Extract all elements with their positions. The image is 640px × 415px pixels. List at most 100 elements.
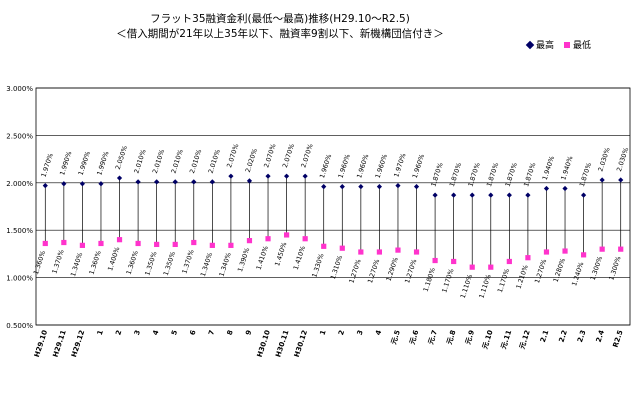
x-tick-label: 3: [356, 329, 365, 336]
x-tick-label: 8: [226, 329, 235, 336]
min-data-label: 1.410%: [255, 245, 270, 271]
max-point: [432, 192, 438, 198]
max-point: [265, 173, 271, 179]
min-point: [432, 257, 438, 264]
max-data-label: 1.870%: [578, 162, 593, 188]
legend-item-max: 最高: [525, 38, 555, 51]
max-point: [580, 192, 587, 198]
x-tick-label: R2.5: [612, 329, 625, 349]
min-point: [358, 249, 364, 255]
y-tick-label: 2.000%: [6, 180, 33, 188]
x-tick-label: 元.10: [481, 329, 495, 350]
min-data-label: 1.110%: [477, 273, 492, 299]
max-data-label: 2.020%: [244, 147, 259, 173]
x-tick-label: 4: [374, 329, 383, 336]
max-data-label: 2.030%: [596, 147, 611, 173]
min-data-label: 1.270%: [347, 258, 362, 284]
min-point: [209, 242, 215, 248]
min-point: [469, 264, 475, 270]
x-tick-label: 2.1: [539, 329, 550, 343]
chart-title-block: フラット35融資金利(最低～最高)推移(H29.10～R2.5) ＜借入期間が2…: [0, 12, 560, 42]
min-point: [599, 246, 605, 252]
max-data-label: 2.010%: [207, 148, 222, 174]
max-point: [228, 173, 234, 179]
max-point: [172, 179, 178, 185]
min-data-label: 1.270%: [533, 258, 548, 284]
y-tick-label: 2.500%: [6, 132, 33, 140]
max-data-label: 2.070%: [225, 143, 240, 169]
x-tick-label: H29.12: [70, 329, 86, 358]
min-data-label: 1.270%: [403, 258, 418, 284]
max-point: [543, 185, 550, 192]
min-data-label: 1.360%: [125, 250, 140, 276]
min-point: [618, 246, 624, 252]
min-data-label: 1.290%: [385, 256, 400, 282]
max-point: [246, 178, 253, 184]
max-data-label: 1.970%: [392, 152, 407, 178]
max-point: [413, 183, 420, 190]
min-point: [321, 243, 327, 249]
min-point: [302, 236, 308, 242]
x-tick-label: 5: [170, 329, 179, 336]
max-point: [451, 192, 457, 198]
x-tick-label: H30.12: [293, 329, 309, 358]
legend-label-max: 最高: [536, 41, 555, 51]
min-data-label: 1.340%: [218, 252, 233, 278]
legend-item-min: 最低: [564, 38, 591, 51]
x-tick-label: H29.10: [33, 329, 49, 358]
x-tick-label: 元.11: [500, 329, 514, 350]
x-tick-label: 9: [244, 329, 253, 336]
max-point: [562, 185, 568, 192]
min-point: [116, 237, 123, 243]
max-point: [135, 179, 141, 185]
x-tick-label: 7: [207, 329, 216, 336]
max-data-label: 1.960%: [337, 153, 352, 179]
x-tick-label: H30.11: [274, 329, 290, 358]
min-data-label: 1.110%: [459, 273, 474, 299]
max-data-label: 1.870%: [485, 162, 500, 188]
min-data-label: 1.170%: [496, 268, 511, 294]
max-data-label: 1.870%: [448, 162, 463, 188]
min-data-label: 1.310%: [329, 254, 344, 280]
max-data-label: 1.970%: [40, 152, 55, 178]
min-point: [135, 240, 141, 247]
min-point: [228, 242, 234, 248]
min-point: [246, 238, 253, 244]
min-point: [339, 245, 345, 251]
max-data-label: 1.960%: [355, 153, 370, 179]
x-tick-label: 元.6: [408, 329, 420, 345]
max-point: [599, 177, 605, 183]
min-data-label: 1.370%: [50, 249, 65, 275]
max-point: [79, 181, 86, 187]
x-tick-label: H30.10: [256, 329, 272, 358]
min-point: [580, 252, 587, 258]
max-point: [358, 183, 364, 190]
y-tick-label: 1.000%: [6, 275, 33, 283]
min-point: [283, 232, 290, 238]
min-point: [451, 258, 457, 265]
max-data-label: 2.030%: [615, 147, 630, 173]
x-tick-label: 2.4: [595, 329, 606, 343]
x-tick-label: 元.5: [390, 329, 402, 345]
y-tick-label: 0.500%: [6, 322, 33, 330]
min-data-label: 1.450%: [273, 241, 288, 267]
x-tick-label: 2.3: [576, 329, 587, 343]
max-data-label: 2.070%: [299, 143, 314, 169]
chart-subtitle: ＜借入期間が21年以上35年以下、融資率9割以下、新機構団信付き＞: [116, 28, 444, 40]
min-point: [506, 258, 512, 265]
min-data-label: 1.340%: [199, 252, 214, 278]
max-point: [154, 179, 160, 185]
x-tick-label: 1: [96, 329, 105, 336]
min-data-label: 1.180%: [422, 267, 437, 293]
legend: 最高 最低: [525, 38, 591, 51]
max-point: [191, 179, 197, 185]
max-data-label: 2.070%: [281, 143, 296, 169]
x-tick-label: 2: [114, 329, 123, 336]
plot-border: [35, 87, 631, 326]
max-data-label: 1.960%: [374, 153, 389, 179]
min-data-label: 1.350%: [162, 251, 177, 277]
max-point: [525, 192, 531, 198]
min-data-label: 1.270%: [366, 258, 381, 284]
x-tick-label: 元.8: [445, 329, 457, 345]
legend-label-min: 最低: [573, 41, 592, 51]
